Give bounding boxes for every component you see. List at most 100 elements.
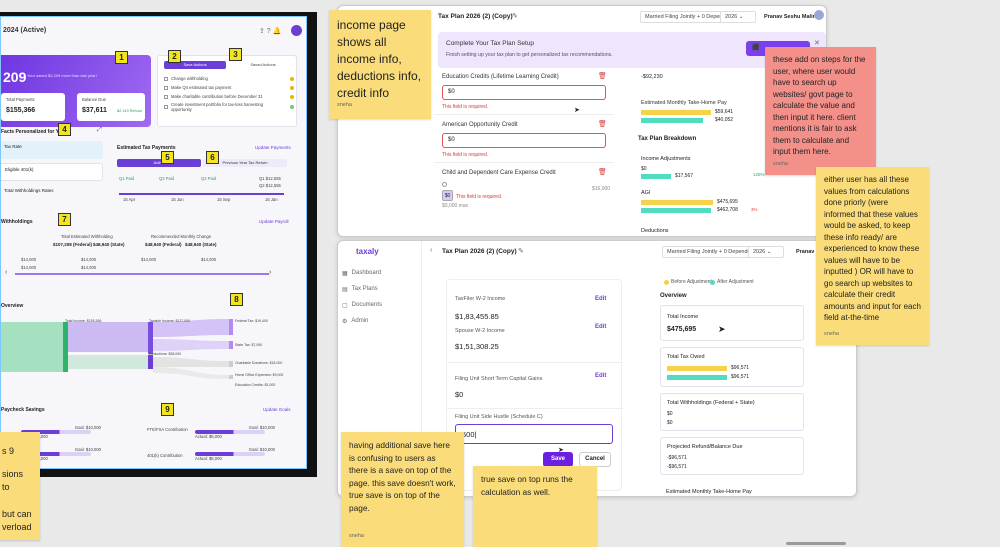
total-tax-bar-after [667, 375, 727, 380]
timeline-track [15, 273, 269, 275]
sidebar-item-documents[interactable]: ▢ Documents [342, 302, 383, 309]
legend-before-dot [664, 280, 669, 285]
edit-title-icon[interactable]: ✎ [512, 13, 518, 20]
total-tax-label: Total Tax Owed [667, 354, 705, 360]
sticky-note-add-on-steps: these add on steps for the user, where u… [765, 47, 876, 175]
close-icon[interactable]: ✕ [814, 40, 820, 47]
header-icons: ⇪ ? 🔔 [259, 28, 282, 35]
edit-stcg-link[interactable]: Edit [595, 373, 607, 379]
sticky-note-true-save: true save on top runs the calculation as… [473, 466, 597, 547]
delete-icon[interactable]: 🗑 [598, 169, 607, 176]
field-label: American Opportunity Credit [442, 122, 518, 128]
sidebar-item-dashboard[interactable]: ▦ Dashboard [342, 270, 382, 277]
action-item[interactable]: Make Q4 estimated tax payment [164, 83, 294, 92]
update-payroll-link[interactable]: Update Payroll [259, 219, 289, 224]
scrollbar[interactable] [786, 542, 846, 545]
agi-bar-after [641, 208, 711, 213]
balance-due-value: $37,611 [82, 107, 107, 114]
monthly-label: Estimated Monthly Take-Home Pay [641, 100, 727, 106]
total-tax-card: Total Tax Owed $96,571 $96,571 [660, 347, 804, 387]
withholdings-value: $0 [667, 411, 673, 417]
monthly-bar-after [641, 118, 703, 123]
american-opportunity-input[interactable]: $0 [442, 133, 606, 148]
edit-taxfiler-link[interactable]: Edit [595, 296, 607, 302]
marker-3: 3 [229, 48, 242, 61]
est-date: 15 Jan [265, 197, 278, 202]
sidebar-item-admin[interactable]: ⚙ Admin [342, 318, 369, 325]
sticky-author: sneha [337, 102, 352, 108]
delete-icon[interactable]: 🗑 [598, 73, 607, 80]
withholdings-title: Withholdings [1, 219, 33, 225]
hero-card: 209 Your saved $2,209 more than last yea… [1, 55, 151, 127]
dashboard-year-title: 2024 (Active) [3, 27, 47, 34]
chevron-right-icon[interactable]: › [269, 269, 272, 276]
action-item[interactable]: Change withholding [164, 74, 294, 83]
overview-title: Overview [660, 293, 687, 299]
side-hustle-input[interactable]: 500| [455, 424, 613, 444]
timeline-track [119, 193, 284, 195]
timeline-value: $14,000 [81, 257, 97, 262]
sticky-author: sneha [773, 160, 788, 167]
education-credit-input[interactable]: $0 [442, 85, 606, 100]
paycheck-bar [195, 430, 265, 434]
fact-tax-rate: Tax Rate [1, 141, 103, 159]
paycheck-row-label: 401(k) Contribution [147, 453, 183, 458]
gear-icon: ⚙ [342, 318, 348, 325]
mouse-cursor-icon: ➤ [574, 107, 580, 114]
document-icon: ▤ [342, 286, 348, 293]
taxfiler-label: TaxFiler W-2 Income [455, 296, 506, 302]
sidebar-item-tax-plans[interactable]: ▤ Tax Plans [342, 286, 378, 293]
total-tax-bar-before [667, 366, 727, 371]
fact-withholdings: Total Withholdings Rates [4, 188, 54, 193]
right-value-top: -$92,230 [641, 74, 663, 80]
sidebar: taxaly ▦ Dashboard ▤ Tax Plans ▢ Documents … [338, 241, 422, 496]
income-form: TaxFiler W-2 Income Edit $1,83,455.85 Sp… [446, 279, 623, 491]
expand-icon[interactable]: ⤢ [97, 127, 102, 133]
tab-est-previous[interactable]: Previous Year Tax Return [203, 159, 287, 167]
dashboard-icon: ▦ [342, 270, 348, 277]
field-label: Child and Dependent Care Expense Credit [442, 170, 556, 176]
paycheck-bars-right-2: Goal: $10,000 Actual: $5,000 [195, 447, 275, 461]
field-extra: $0,000 max [442, 203, 469, 209]
income-adj-bar [641, 174, 671, 179]
field3-right-value: $16,000 [592, 186, 611, 192]
avatar[interactable] [291, 25, 302, 36]
avatar[interactable] [814, 10, 824, 20]
delete-icon[interactable]: 🗑 [598, 121, 607, 128]
radio[interactable] [442, 182, 447, 187]
tab-est-active[interactable]: Active [117, 159, 201, 167]
marker-9: 9 [161, 403, 174, 416]
chevron-left-icon[interactable]: ‹ [5, 269, 8, 276]
total-income-value: $475,695 [667, 326, 697, 333]
with-rec-label: Recommended Monthly Change [151, 234, 212, 239]
withholdings-timeline: $14,000 $14,000 $14,000 $14,000 $14,000 … [1, 257, 277, 287]
tab-save-actions[interactable]: Save Actions [164, 61, 226, 69]
save-button[interactable]: Save [543, 452, 573, 467]
total-tax-value: $96,571 [731, 365, 750, 371]
update-payments-link[interactable]: Update Payments [255, 145, 291, 150]
tab-saved-actions[interactable]: Saved Actions [250, 62, 276, 67]
timeline-value: $14,000 [81, 265, 97, 270]
cancel-button[interactable]: Cancel [579, 452, 611, 467]
filing-status-select[interactable]: Married Filing Jointly + 0 Dependents [640, 11, 741, 23]
stcg-label: Filing Unit Short Term Capital Gains [455, 376, 543, 382]
action-item[interactable]: Create investment portfolio for tax-loss… [164, 101, 294, 113]
edit-spouse-link[interactable]: Edit [595, 324, 607, 330]
sankey-label: Total Income: $155,366 [65, 319, 102, 323]
user-name: Pranav Seshu Malina [764, 14, 820, 20]
income-adj-pct: 125% [753, 172, 765, 177]
update-goals-link[interactable]: Update Goals [263, 407, 291, 412]
marker-5: 5 [161, 151, 174, 164]
paycheck-actual: Actual: $5,000 [195, 434, 222, 439]
dependent-care-input[interactable]: $0 [442, 190, 453, 201]
sankey-diagram [1, 319, 233, 379]
back-chevron-icon[interactable]: ‹ [430, 247, 433, 254]
action-item[interactable]: Make charitable contribution before Dece… [164, 92, 294, 101]
year-select[interactable]: 2026 ⌄ [748, 246, 784, 258]
sankey-label: Home Office Expenses: $9,000 [235, 373, 284, 377]
edit-title-icon[interactable]: ✎ [518, 248, 524, 255]
filing-status-select[interactable]: Married Filing Jointly + 0 Dependents [662, 246, 763, 258]
year-select[interactable]: 2026 ⌄ [720, 11, 756, 23]
balance-due-label: Balance Due [82, 97, 106, 102]
total-payments-value: $155,366 [6, 107, 36, 114]
